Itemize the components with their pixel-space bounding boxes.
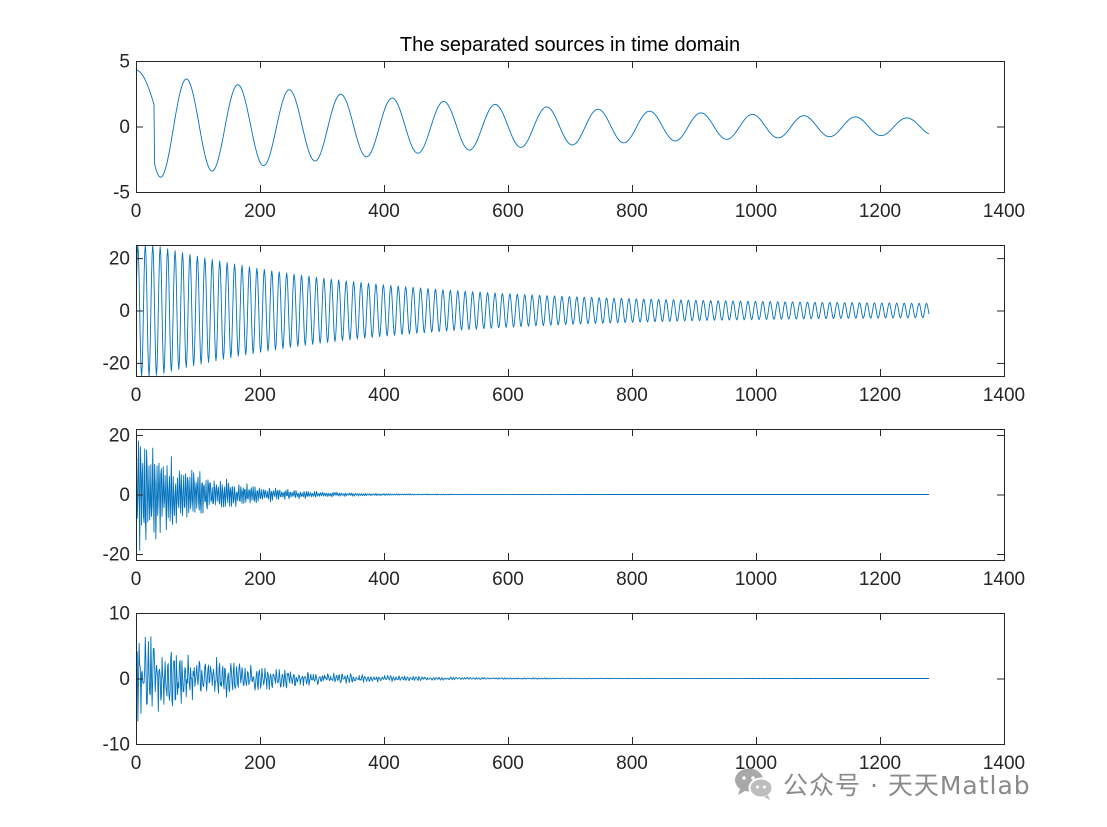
x-tick-label: 1200 — [859, 569, 901, 590]
x-tick-label: 1000 — [735, 753, 777, 774]
x-tick-label: 1200 — [859, 201, 901, 222]
watermark-text: 公众号 · 天天Matlab — [783, 771, 1031, 800]
axes-frame — [136, 245, 1005, 377]
x-tick-label: 0 — [131, 753, 142, 774]
signal-line — [136, 69, 930, 178]
y-tick-label: 20 — [109, 425, 130, 446]
watermark: 公众号 · 天天Matlab — [733, 764, 1031, 804]
x-tick-label: 600 — [492, 385, 524, 406]
x-tick-label: 1000 — [735, 201, 777, 222]
x-tick-label: 1000 — [735, 569, 777, 590]
signal-line — [136, 636, 929, 722]
x-tick-label: 800 — [616, 201, 648, 222]
x-tick-label: 0 — [131, 201, 142, 222]
x-tick-label: 1000 — [735, 385, 777, 406]
axes-frame — [136, 61, 1005, 193]
x-tick-label: 1400 — [983, 385, 1025, 406]
x-tick-label: 1400 — [983, 201, 1025, 222]
x-tick-label: 0 — [131, 385, 142, 406]
x-tick-label: 400 — [368, 201, 400, 222]
y-tick-label: -5 — [113, 183, 130, 204]
y-tick-label: -20 — [103, 353, 130, 374]
y-tick-label: -20 — [103, 545, 130, 566]
x-tick-label: 1200 — [859, 385, 901, 406]
x-tick-label: 800 — [616, 385, 648, 406]
wechat-icon — [735, 768, 774, 800]
x-tick-label: 600 — [492, 753, 524, 774]
chart-title: The separated sources in time domain — [400, 34, 740, 56]
x-tick-label: 1400 — [983, 569, 1025, 590]
y-tick-label: 0 — [119, 485, 130, 506]
signal-line — [136, 440, 929, 551]
y-tick-label: 10 — [109, 604, 130, 625]
y-tick-label: -10 — [103, 735, 130, 756]
x-tick-label: 200 — [244, 385, 276, 406]
x-tick-label: 400 — [368, 385, 400, 406]
y-tick-label: 0 — [119, 117, 130, 138]
x-tick-label: 0 — [131, 569, 142, 590]
x-tick-label: 200 — [244, 569, 276, 590]
x-tick-label: 200 — [244, 753, 276, 774]
x-tick-label: 800 — [616, 569, 648, 590]
signal-line — [136, 245, 930, 376]
x-tick-label: 1400 — [983, 753, 1025, 774]
x-tick-label: 200 — [244, 201, 276, 222]
y-tick-label: 20 — [109, 249, 130, 270]
y-tick-label: 0 — [119, 669, 130, 690]
y-tick-label: 5 — [119, 52, 130, 73]
x-tick-label: 1200 — [859, 753, 901, 774]
axes-frame — [136, 613, 1005, 745]
x-tick-label: 600 — [492, 569, 524, 590]
x-tick-label: 800 — [616, 753, 648, 774]
subplot-1: The separated sources in time domain 0 20… — [113, 34, 1025, 222]
x-tick-label: 400 — [368, 753, 400, 774]
y-tick-label: 0 — [119, 301, 130, 322]
x-tick-label: 400 — [368, 569, 400, 590]
x-tick-label: 600 — [492, 201, 524, 222]
